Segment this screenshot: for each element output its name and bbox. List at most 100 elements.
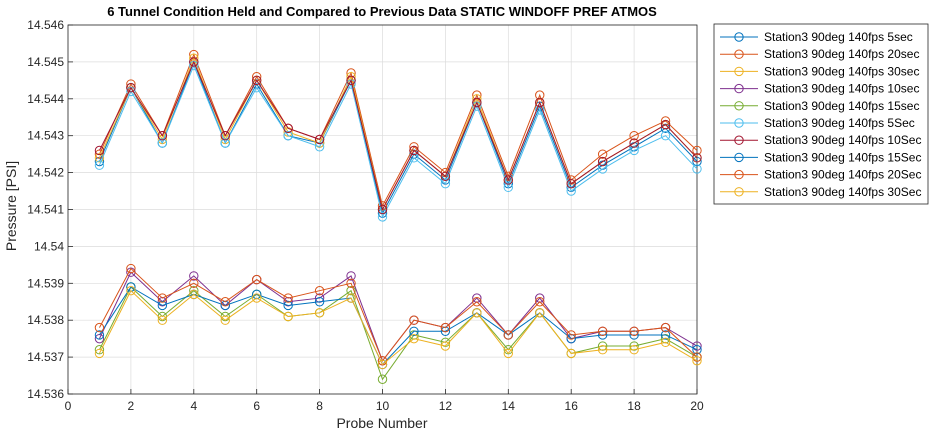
data-point (189, 278, 199, 288)
y-tick-label: 14.538 (27, 313, 64, 327)
legend-marker (734, 32, 744, 42)
x-tick-label: 20 (690, 399, 704, 413)
data-point (377, 359, 388, 370)
legend-entry-label: Station3 90deg 140fps 5sec (764, 30, 913, 44)
data-point (472, 308, 482, 318)
data-point (566, 178, 576, 189)
data-point (189, 271, 199, 281)
data-point (157, 138, 168, 148)
legend-entry-label: Station3 90deg 140fps 30sec (764, 64, 919, 78)
data-point (440, 171, 451, 181)
series-line (99, 286, 698, 381)
y-tick-label: 14.543 (27, 129, 64, 143)
legend-entry-label: Station3 90deg 140fps 20sec (764, 47, 919, 61)
data-point (692, 164, 702, 174)
legend-entry-label: Station3 90deg 140fps 30Sec (764, 185, 921, 199)
data-point (597, 164, 608, 174)
series-line (99, 267, 698, 362)
data-point (126, 263, 136, 274)
data-point (189, 289, 199, 300)
chart-title: 6 Tunnel Condition Held and Compared to … (107, 4, 657, 19)
legend-marker (734, 118, 744, 128)
legend-entry-label: Station3 90deg 140fps 5Sec (764, 116, 915, 130)
data-point (440, 178, 451, 189)
data-point (94, 153, 105, 163)
data-point (629, 345, 639, 355)
legend-entry-label: Station3 90deg 140fps 15Sec (764, 150, 921, 164)
data-point (314, 308, 325, 318)
data-point (94, 348, 105, 359)
data-point (252, 293, 262, 303)
series-7 (94, 57, 702, 215)
data-point (94, 322, 105, 333)
data-point (346, 75, 356, 86)
data-point (346, 278, 356, 288)
data-point (314, 297, 325, 307)
data-point (283, 131, 293, 141)
x-tick-label: 16 (565, 399, 579, 413)
series-10 (94, 285, 702, 370)
legend-entry-label: Station3 90deg 140fps 10sec (764, 82, 919, 96)
data-point (409, 315, 419, 325)
data-point (535, 105, 545, 115)
data-point (94, 160, 105, 170)
data-point (346, 271, 356, 281)
y-tick-label: 14.541 (27, 203, 64, 217)
data-point (157, 293, 168, 303)
data-point (220, 315, 230, 325)
axis-ticks: 0 2 4 6 8 10 12 14 16 18 20 14.536 14.537 14.538 14.53… (27, 18, 704, 413)
data-point (94, 145, 105, 156)
legend-marker (734, 49, 744, 59)
data-point (283, 293, 293, 303)
data-point (409, 145, 419, 156)
legend: Station3 90deg 140fps 5sec Station3 90deg… (713, 23, 929, 205)
series-line (99, 286, 698, 366)
data-point (157, 300, 168, 311)
data-point (660, 330, 671, 340)
series-line (98, 64, 698, 219)
legend-marker (734, 135, 744, 145)
data-point (629, 330, 639, 340)
data-point (157, 315, 168, 325)
data-point (597, 345, 608, 355)
data-point (692, 345, 702, 355)
series-2 (94, 49, 702, 211)
data-point (346, 285, 356, 296)
x-tick-label: 2 (128, 399, 135, 413)
data-point (472, 297, 482, 307)
data-point (440, 341, 451, 351)
data-point (692, 341, 702, 351)
data-point (283, 300, 293, 311)
x-axis-label: Probe Number (336, 415, 427, 431)
data-point (157, 131, 168, 141)
series-line (98, 53, 698, 208)
x-tick-label: 0 (65, 399, 72, 413)
data-point (692, 153, 702, 163)
y-axis-label: Pressure [PSI] (3, 161, 19, 251)
data-point (629, 138, 639, 148)
y-tick-label: 14.544 (27, 92, 64, 106)
data-point (660, 337, 671, 348)
data-point (597, 326, 608, 336)
data-point (283, 123, 293, 134)
y-tick-label: 14.546 (27, 18, 64, 32)
data-point (346, 293, 356, 303)
data-point (314, 134, 325, 145)
y-tick-label: 14.542 (27, 166, 64, 180)
x-tick-label: 18 (627, 399, 641, 413)
y-tick-label: 14.536 (27, 387, 64, 401)
data-point (535, 97, 545, 108)
y-tick-label: 14.537 (27, 350, 64, 364)
data-point (566, 186, 576, 196)
data-point (472, 97, 482, 108)
legend-marker (734, 66, 744, 77)
data-point (94, 330, 105, 340)
data-point (535, 297, 545, 307)
data-point (377, 374, 388, 384)
x-tick-label: 14 (502, 399, 516, 413)
data-point (566, 348, 576, 359)
data-point (597, 156, 608, 167)
legend-entry-label: Station3 90deg 140fps 20Sec (764, 168, 921, 182)
y-tick-label: 14.54 (34, 239, 64, 253)
